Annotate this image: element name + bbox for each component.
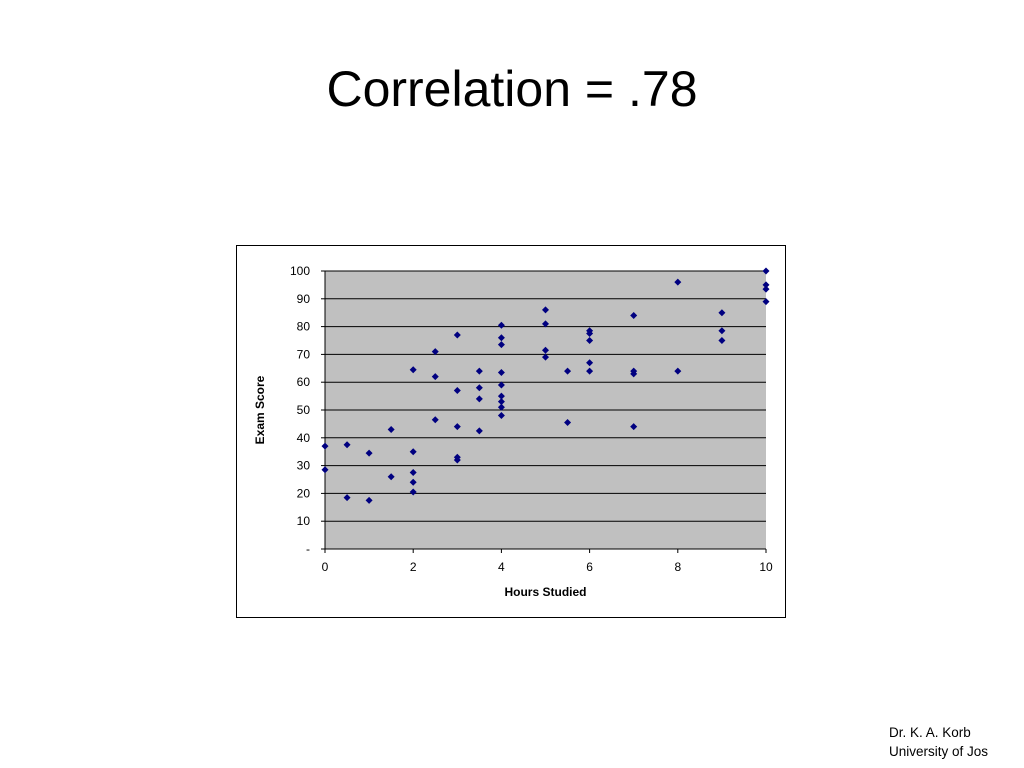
y-tick-label: 60 <box>297 375 311 389</box>
data-point <box>409 488 417 496</box>
data-point <box>630 423 638 431</box>
data-point <box>718 337 726 344</box>
data-point <box>542 306 549 314</box>
data-point <box>497 403 505 411</box>
y-tick-label: 10 <box>297 514 311 528</box>
data-point <box>387 473 395 481</box>
y-tick-label: 90 <box>297 292 311 306</box>
data-point <box>762 267 770 275</box>
scatter-chart: - 10 20 30 40 50 60 70 80 90 100 0 2 4 6 8 10 Hours Studi… <box>253 264 773 599</box>
data-point <box>542 353 549 361</box>
data-point <box>321 466 329 474</box>
data-point <box>718 327 726 335</box>
data-point <box>343 494 351 502</box>
data-point <box>453 387 461 395</box>
data-point <box>365 449 373 457</box>
data-point <box>409 366 417 374</box>
x-axis-title: Hours Studied <box>504 585 586 599</box>
y-tick-label: 80 <box>297 320 311 334</box>
data-point <box>409 469 417 477</box>
x-tick-label: 0 <box>322 560 329 574</box>
chart-frame: - 10 20 30 40 50 60 70 80 90 100 0 2 4 6 8 10 Hours Studi… <box>236 245 786 618</box>
data-point <box>630 370 638 378</box>
data-point <box>431 416 439 424</box>
data-point <box>586 337 594 344</box>
y-tick-label: - <box>306 542 310 556</box>
data-point <box>497 321 505 329</box>
data-point <box>762 281 770 289</box>
data-point <box>475 367 483 375</box>
data-point <box>453 331 461 339</box>
author-credit: Dr. K. A. Korb University of Jos <box>889 723 988 761</box>
data-point <box>564 419 572 427</box>
x-tick-label: 6 <box>586 560 593 574</box>
data-point <box>321 442 329 450</box>
y-tick-label: 50 <box>297 403 311 417</box>
y-tick-label: 100 <box>290 264 310 278</box>
data-point <box>409 448 417 456</box>
data-point <box>431 373 439 381</box>
data-point <box>542 320 549 328</box>
data-point <box>453 456 461 464</box>
data-point <box>431 348 439 356</box>
data-point <box>475 384 483 392</box>
data-point <box>674 367 682 375</box>
x-tick-label: 4 <box>498 560 505 574</box>
data-point <box>475 395 483 403</box>
data-point <box>475 427 483 435</box>
y-tick-label: 30 <box>297 459 311 473</box>
credit-institution: University of Jos <box>889 744 989 759</box>
data-point <box>497 334 505 342</box>
data-point <box>497 341 505 349</box>
x-tick-label: 10 <box>759 560 773 574</box>
data-point <box>586 367 594 375</box>
data-point <box>762 298 770 306</box>
y-tick-label: 40 <box>297 431 311 445</box>
data-point <box>586 330 594 338</box>
data-point <box>343 441 351 449</box>
x-tick-label: 2 <box>410 560 417 574</box>
data-point <box>586 359 594 367</box>
slide-title: Correlation = .78 <box>326 61 698 117</box>
data-point <box>497 392 505 400</box>
y-axis-title: Exam Score <box>253 375 267 444</box>
data-point <box>497 412 505 420</box>
data-point <box>497 398 505 406</box>
data-point <box>630 311 638 319</box>
data-point <box>497 368 505 376</box>
data-point <box>365 496 373 504</box>
data-point <box>409 478 417 486</box>
data-point <box>762 285 770 293</box>
data-point <box>718 309 726 317</box>
x-tick-label: 8 <box>674 560 681 574</box>
credit-author: Dr. K. A. Korb <box>889 725 971 740</box>
data-point <box>453 423 461 431</box>
data-point <box>674 278 682 286</box>
data-point <box>387 425 395 433</box>
data-point <box>542 346 549 354</box>
y-tick-label: 70 <box>297 347 311 361</box>
y-tick-label: 20 <box>297 486 311 500</box>
data-point <box>564 367 572 375</box>
data-point <box>497 381 505 389</box>
